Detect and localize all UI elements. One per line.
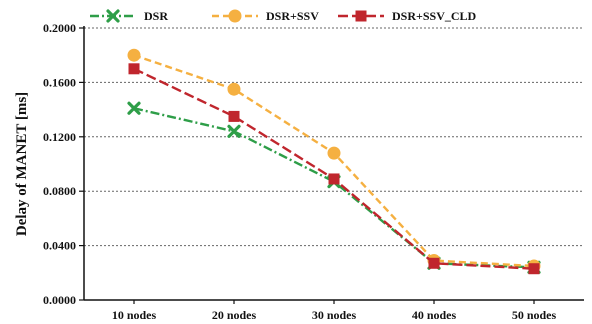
x-tick-label: 30 nodes	[312, 308, 357, 322]
data-point-x-marker	[106, 9, 120, 23]
legend-entry: DSR+SSV_CLD	[338, 9, 477, 23]
y-tick-label: 0.1200	[43, 130, 76, 144]
series-dsr-ssv	[127, 48, 541, 273]
data-point-square-marker	[128, 63, 140, 75]
y-tick-label: 0.2000	[43, 21, 76, 35]
series-lines	[127, 48, 541, 275]
legend-entry: DSR	[90, 9, 168, 23]
data-point-square-marker	[428, 257, 440, 269]
data-point-circle-marker	[127, 48, 141, 62]
series-dsr	[127, 101, 541, 274]
x-tick-labels: 10 nodes 20 nodes 30 nodes 40 nodes 50 nodes	[112, 308, 557, 322]
data-point-x-marker	[127, 101, 141, 115]
series-dsr-ssv-cld	[128, 63, 540, 275]
legend-label: DSR+SSV	[266, 9, 319, 23]
data-point-square-marker	[228, 110, 240, 122]
y-tick-label: 0.0000	[43, 293, 76, 307]
y-axis-label: Delay of MANET [ms]	[14, 92, 30, 236]
x-tick-label: 50 nodes	[512, 308, 557, 322]
legend: DSR DSR+SSV DSR+SSV_CLD	[90, 9, 477, 23]
series-line	[133, 107, 535, 269]
series-line	[133, 67, 535, 270]
axes	[79, 26, 584, 304]
x-tick-label: 20 nodes	[212, 308, 257, 322]
x-tick-label: 40 nodes	[412, 308, 457, 322]
y-tick-label: 0.1600	[43, 75, 76, 89]
data-point-circle-marker	[327, 146, 341, 160]
data-point-x-marker	[227, 124, 241, 138]
data-point-circle-marker	[228, 9, 242, 23]
data-point-square-marker	[528, 263, 540, 275]
legend-entry: DSR+SSV	[212, 9, 319, 23]
x-tick-label: 10 nodes	[112, 308, 157, 322]
data-point-square-marker	[328, 173, 340, 185]
y-tick-label: 0.0800	[43, 184, 76, 198]
y-tick-labels: 0.0000 0.0400 0.0800 0.1200 0.1600 0.2000	[43, 21, 76, 307]
data-point-square-marker	[355, 10, 367, 22]
series-line	[133, 54, 535, 268]
grid-lines	[84, 27, 584, 247]
legend-label: DSR	[144, 9, 168, 23]
data-point-circle-marker	[227, 82, 241, 96]
legend-label: DSR+SSV_CLD	[392, 9, 477, 23]
y-tick-label: 0.0400	[43, 239, 76, 253]
